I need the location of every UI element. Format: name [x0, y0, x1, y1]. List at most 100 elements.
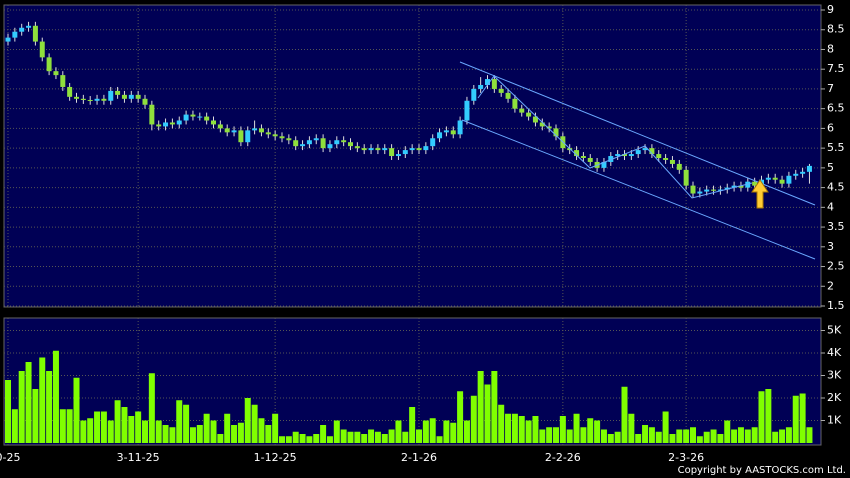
- candle-body: [142, 98, 148, 105]
- volume-bar: [326, 436, 333, 443]
- volume-bar: [799, 393, 806, 443]
- candle-body: [779, 179, 785, 184]
- volume-bar: [340, 429, 347, 443]
- candle-body: [628, 154, 634, 157]
- candle-body: [690, 185, 696, 194]
- candle-body: [156, 124, 162, 127]
- volume-bar: [237, 422, 244, 443]
- arrow-marker: [751, 179, 769, 209]
- candle-body: [580, 156, 586, 158]
- volume-bar: [676, 429, 683, 443]
- volume-bar: [484, 384, 491, 443]
- volume-bar: [505, 413, 512, 443]
- candle-body: [341, 140, 347, 143]
- candle-body: [457, 120, 463, 135]
- y-tick-label: 5.5: [827, 141, 845, 154]
- candle-body: [546, 126, 552, 129]
- volume-bar: [792, 395, 799, 443]
- candle-body: [135, 94, 141, 99]
- candle-body: [128, 94, 134, 99]
- candle-body: [539, 122, 545, 127]
- volume-bar: [724, 420, 731, 443]
- volume-bar: [532, 416, 539, 443]
- zigzag: [477, 75, 753, 199]
- candle-body: [300, 144, 306, 147]
- volume-bar: [573, 413, 580, 443]
- volume-bar: [436, 436, 443, 443]
- volume-bar: [443, 420, 450, 443]
- volume-bar: [87, 418, 94, 443]
- volume-bar: [128, 416, 135, 443]
- volume-bar: [744, 429, 751, 443]
- candle-body: [279, 136, 285, 139]
- volume-bar: [566, 429, 573, 443]
- candle-body: [190, 114, 196, 117]
- x-tick-label: 1-12-25: [254, 451, 297, 464]
- volume-bar: [416, 429, 422, 443]
- volume-bar: [429, 418, 436, 443]
- candle-body: [485, 79, 490, 85]
- y-tick-label: 7: [827, 82, 834, 95]
- volume-bar: [292, 431, 299, 443]
- candle-body: [745, 181, 751, 188]
- volume-bar: [162, 425, 169, 443]
- candle-body: [238, 130, 244, 143]
- volume-bar: [669, 434, 676, 443]
- trend-lines: [459, 61, 816, 260]
- candle-body: [553, 128, 559, 137]
- candle-body: [149, 104, 155, 125]
- candle-body: [26, 25, 32, 28]
- volume-bar: [299, 434, 306, 443]
- candle-body: [498, 88, 504, 93]
- y-tick-label: 5: [827, 161, 834, 174]
- candle-body: [717, 189, 723, 191]
- candle-body: [74, 96, 79, 99]
- volume-bar: [477, 371, 484, 443]
- volume-bar: [491, 371, 498, 443]
- y-tick-label: 8: [827, 42, 834, 55]
- candle-body: [683, 169, 689, 186]
- volume-bar: [32, 389, 39, 443]
- volume-bar: [313, 434, 320, 443]
- candle-body: [286, 138, 292, 141]
- volume-bar: [279, 436, 285, 443]
- candle-body: [169, 122, 175, 125]
- volume-bar: [368, 429, 375, 443]
- volume-bar: [388, 429, 395, 443]
- candle-body: [334, 140, 340, 145]
- y-tick-label: 4K: [827, 346, 842, 359]
- copyright: Copyright by AASTOCKS.com Ltd.: [678, 465, 846, 476]
- volume-bar: [73, 377, 80, 443]
- volume-bar: [690, 427, 696, 443]
- y-tick-label: 4: [827, 200, 834, 213]
- candle-body: [163, 122, 169, 127]
- candle-body: [786, 175, 792, 184]
- candle-body: [478, 84, 484, 89]
- candle-body: [87, 99, 93, 101]
- candle-body: [348, 142, 353, 147]
- candle-body: [601, 161, 607, 168]
- candle-body: [272, 134, 278, 137]
- candle-body: [663, 158, 669, 160]
- volume-bar: [189, 427, 196, 443]
- candle-body: [656, 154, 662, 158]
- volume-bar: [662, 411, 669, 443]
- volume-bar: [683, 429, 690, 443]
- candle-body: [587, 158, 593, 162]
- candle-body: [101, 98, 107, 101]
- candle-body: [121, 94, 127, 99]
- volume-bar: [422, 420, 429, 443]
- candle-body: [361, 148, 367, 151]
- candle-body: [313, 138, 319, 141]
- candle-body: [615, 154, 621, 157]
- candle-body: [53, 71, 59, 76]
- y-tick-label: 5K: [827, 324, 842, 337]
- volume-bar: [758, 391, 765, 443]
- volume-bar: [94, 411, 101, 443]
- volume-bar: [361, 434, 368, 443]
- candle-body: [108, 90, 114, 101]
- plot: 1.5 2 2.5 3 3.5 4 4.5 5 5.5 6 6.5 7 7.5 8 8.5 9 1K 2K 3K 4K…: [0, 3, 845, 464]
- volume-bar: [374, 431, 381, 443]
- candle-body: [669, 159, 675, 164]
- volume-bar: [320, 425, 327, 443]
